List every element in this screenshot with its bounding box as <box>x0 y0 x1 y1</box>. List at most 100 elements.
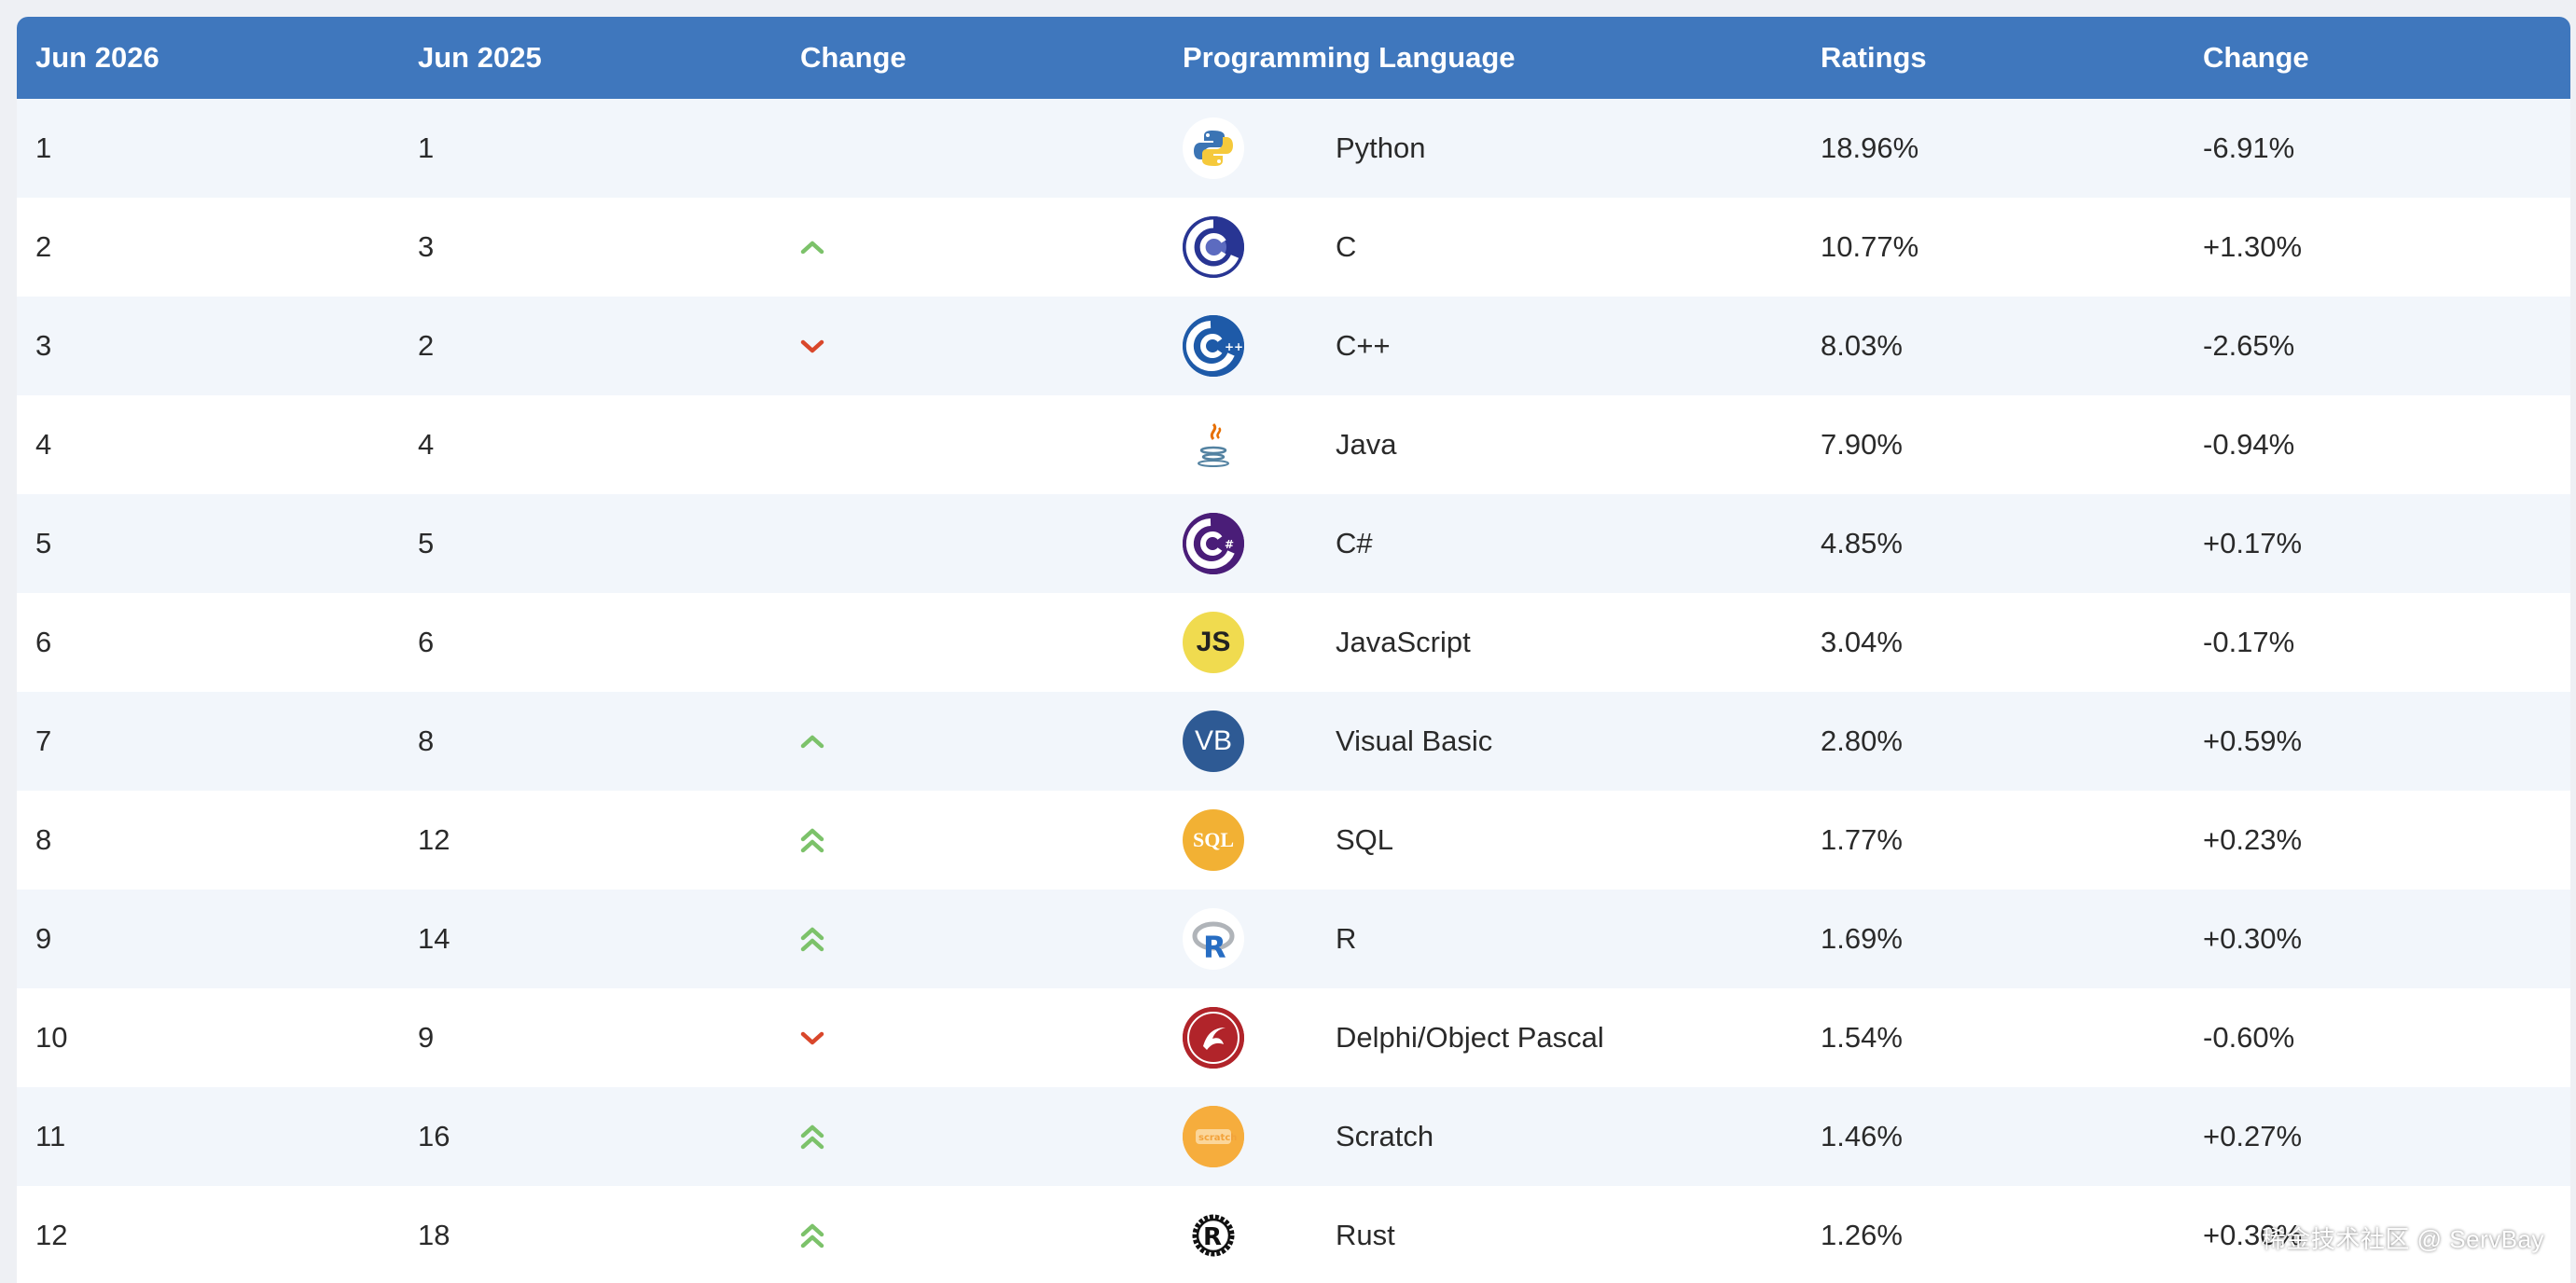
language-cell: R R <box>1164 890 1802 988</box>
language-cell: Delphi/Object Pascal <box>1164 988 1802 1087</box>
rank-current: 6 <box>35 626 52 658</box>
language-name[interactable]: Java <box>1336 428 1397 461</box>
header-jun-2026[interactable]: Jun 2026 <box>35 41 159 74</box>
rank-previous: 14 <box>418 922 450 955</box>
language-name[interactable]: JavaScript <box>1336 626 1471 658</box>
logo-text: SQL <box>1192 828 1235 851</box>
svg-text:R: R <box>1203 1223 1222 1251</box>
rank-previous: 18 <box>418 1219 450 1251</box>
logo-text: VB <box>1194 725 1233 756</box>
trend-cell <box>782 494 1164 593</box>
rating-value: 7.90% <box>1821 428 1903 461</box>
tiobe-ranking-table: Jun 2026 Jun 2025 Change Programming Lan… <box>17 17 2570 1283</box>
rating-value: 1.54% <box>1821 1021 1903 1054</box>
rank-previous: 3 <box>418 230 435 263</box>
javascript-logo-icon: JS <box>1183 612 1244 673</box>
language-cell: # C# <box>1164 494 1802 593</box>
svg-text:++: ++ <box>1225 340 1243 353</box>
sql-logo-icon: SQL <box>1183 809 1244 871</box>
trend-cell <box>782 1087 1164 1186</box>
trend-double-up-icon <box>800 1124 824 1150</box>
language-cell: C <box>1164 198 1802 297</box>
language-cell: ++ C++ <box>1164 297 1802 395</box>
cpp-logo-icon: ++ <box>1183 315 1244 377</box>
rating-change: -0.17% <box>2203 626 2295 658</box>
table-row[interactable]: 2 3 C 10.77% +1.30% <box>17 198 2570 297</box>
language-name[interactable]: Visual Basic <box>1336 724 1493 757</box>
language-cell: Java <box>1164 395 1802 494</box>
rating-change: +0.23% <box>2203 823 2303 856</box>
rank-current: 7 <box>35 724 52 757</box>
rating-value: 4.85% <box>1821 527 1903 559</box>
rating-change: -0.94% <box>2203 428 2295 461</box>
language-cell: VB Visual Basic <box>1164 692 1802 791</box>
rating-value: 1.46% <box>1821 1120 1903 1152</box>
language-name[interactable]: Rust <box>1336 1219 1395 1251</box>
language-cell: Python <box>1164 99 1802 198</box>
language-cell: R Rust <box>1164 1186 1802 1283</box>
header-programming-language[interactable]: Programming Language <box>1183 41 1516 74</box>
r-logo-icon: R <box>1183 908 1244 970</box>
svg-text:R: R <box>1203 930 1226 962</box>
language-name[interactable]: SQL <box>1336 823 1394 856</box>
trend-cell <box>782 988 1164 1087</box>
rating-change: -0.60% <box>2203 1021 2295 1054</box>
trend-cell <box>782 692 1164 791</box>
language-name[interactable]: C++ <box>1336 329 1391 362</box>
rank-previous: 6 <box>418 626 435 658</box>
rust-logo-icon: R <box>1183 1205 1244 1266</box>
table-row[interactable]: 11 16 scratch Scratch 1.46% +0.27% <box>17 1087 2570 1186</box>
trend-cell <box>782 593 1164 692</box>
rank-previous: 8 <box>418 724 435 757</box>
table-row[interactable]: 1 1 Python 18.96% -6.91% <box>17 99 2570 198</box>
trend-cell <box>782 297 1164 395</box>
language-name[interactable]: Scratch <box>1336 1120 1434 1152</box>
svg-text:#: # <box>1225 538 1234 551</box>
header-ratings[interactable]: Ratings <box>1821 41 1927 74</box>
table-row[interactable]: 7 8 VB Visual Basic 2.80% +0.59% <box>17 692 2570 791</box>
table-row[interactable]: 9 14 R R 1.69% +0.30% <box>17 890 2570 988</box>
rating-change: +0.59% <box>2203 724 2303 757</box>
rating-change: +0.27% <box>2203 1120 2303 1152</box>
rating-change: +0.30% <box>2203 922 2303 955</box>
rating-value: 10.77% <box>1821 230 1919 263</box>
language-name[interactable]: C <box>1336 230 1357 263</box>
rank-current: 5 <box>35 527 52 559</box>
rating-value: 1.69% <box>1821 922 1903 955</box>
table-row[interactable]: 12 18 R Rust 1.26% +0.30% <box>17 1186 2570 1283</box>
table-body: 1 1 Python 18.96% -6.91% 2 3 C 10.77% +1… <box>17 99 2570 1283</box>
header-change-percent[interactable]: Change <box>2203 41 2309 74</box>
table-row[interactable]: 6 6 JS JavaScript 3.04% -0.17% <box>17 593 2570 692</box>
trend-cell <box>782 99 1164 198</box>
language-cell: scratch Scratch <box>1164 1087 1802 1186</box>
table-row[interactable]: 5 5 # C# 4.85% +0.17% <box>17 494 2570 593</box>
trend-cell <box>782 395 1164 494</box>
watermark: 稀金技术社区 @ ServBay <box>2261 1225 2544 1253</box>
rank-previous: 5 <box>418 527 435 559</box>
language-name[interactable]: Delphi/Object Pascal <box>1336 1021 1604 1054</box>
language-name[interactable]: Python <box>1336 131 1426 164</box>
rank-previous: 16 <box>418 1120 450 1152</box>
table-row[interactable]: 4 4 Java 7.90% -0.94% <box>17 395 2570 494</box>
rating-change: +0.17% <box>2203 527 2303 559</box>
rank-previous: 1 <box>418 131 435 164</box>
rank-previous: 12 <box>418 823 450 856</box>
table-row[interactable]: 8 12 SQL SQL 1.77% +0.23% <box>17 791 2570 890</box>
trend-cell <box>782 198 1164 297</box>
svg-text:scratch: scratch <box>1198 1133 1237 1143</box>
rank-current: 4 <box>35 428 52 461</box>
table-row[interactable]: 3 2 ++ C++ 8.03% -2.65% <box>17 297 2570 395</box>
language-name[interactable]: R <box>1336 922 1357 955</box>
header-jun-2025[interactable]: Jun 2025 <box>418 41 542 74</box>
header-change-rank[interactable]: Change <box>800 41 907 74</box>
csharp-logo-icon: # <box>1183 513 1244 574</box>
language-name[interactable]: C# <box>1336 527 1373 559</box>
rating-change: -2.65% <box>2203 329 2295 362</box>
rank-current: 9 <box>35 922 52 955</box>
rating-change: +1.30% <box>2203 230 2303 263</box>
trend-up-icon <box>800 241 824 255</box>
rating-value: 3.04% <box>1821 626 1903 658</box>
table-row[interactable]: 10 9 Delphi/Object Pascal 1.54% -0.60% <box>17 988 2570 1087</box>
delphi-logo-icon <box>1183 1007 1244 1069</box>
